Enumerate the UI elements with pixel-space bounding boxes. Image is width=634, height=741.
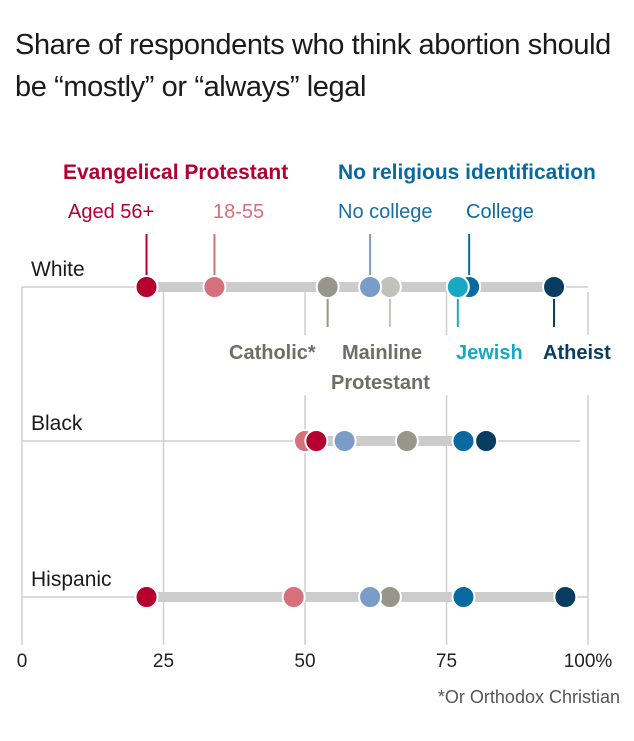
group-header-evangelical: Evangelical Protestant <box>63 161 288 184</box>
dot-catholic-black <box>394 429 419 453</box>
dot-college-hispanic <box>451 585 476 609</box>
annotation-label-jewish: Jewish <box>456 342 523 364</box>
x-tick-label: 50 <box>294 651 315 672</box>
dot-nocollege-hispanic <box>358 585 383 609</box>
row-label-black: Black <box>31 412 83 435</box>
dot-atheist-black <box>474 429 499 453</box>
dot-nocollege-black <box>332 429 357 453</box>
annotation-label-atheist: Atheist <box>543 342 611 364</box>
dot-evang_young-hispanic <box>281 585 306 609</box>
dot-catholic-white <box>315 275 340 299</box>
dot-college-black <box>451 429 476 453</box>
dot-evang_young-white <box>202 275 227 299</box>
footnote: *Or Orthodox Christian <box>438 687 620 707</box>
x-tick-label: 0 <box>17 651 28 672</box>
dot-mainline-white <box>377 275 402 299</box>
dot-jewish-white <box>445 275 470 299</box>
row-label-hispanic: Hispanic <box>31 568 112 591</box>
dot-evang_old-black <box>304 429 329 453</box>
dot-evang_old-white <box>134 275 159 299</box>
x-tick-label: 75 <box>436 651 457 672</box>
group-header-no-religion: No religious identification <box>338 161 596 184</box>
chart-title: Share of respondents who think abortion … <box>15 29 611 103</box>
annotation-label-college: College <box>466 201 534 223</box>
dot-atheist-white <box>542 275 567 299</box>
annotation-label-mainline-line2: Protestant <box>331 372 430 394</box>
annotation-label-catholic: Catholic* <box>229 342 316 364</box>
row-label-white: White <box>31 258 85 281</box>
annotation-label-mainline: Mainline <box>342 342 422 364</box>
x-tick-label: 25 <box>153 651 174 672</box>
dot-catholic-hispanic <box>377 585 402 609</box>
label-backdrop <box>225 335 630 395</box>
annotation-label-evang_old: Aged 56+ <box>68 201 154 223</box>
dot-evang_old-hispanic <box>134 585 159 609</box>
annotation-label-evang_young: 18-55 <box>213 201 264 223</box>
dot-nocollege-white <box>358 275 383 299</box>
x-tick-label: 100% <box>564 651 613 672</box>
dot-atheist-hispanic <box>553 585 578 609</box>
annotation-label-nocollege: No college <box>338 201 433 223</box>
